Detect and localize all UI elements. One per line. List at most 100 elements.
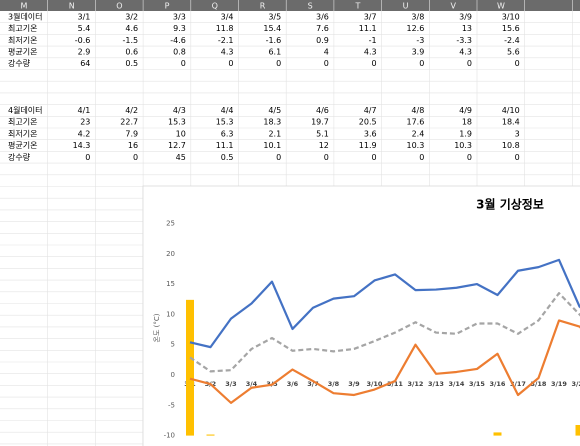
column-header: M (21, 2, 28, 11)
value-cell: -2.1 (218, 36, 234, 45)
column-header: T (354, 2, 360, 11)
date-cell: 4/10 (502, 106, 520, 115)
value-cell: 0.5 (125, 59, 138, 68)
row-label: 평균기온 (8, 140, 37, 150)
y-axis-label: 온도 (°C) (153, 313, 161, 342)
value-cell: 12.6 (406, 24, 424, 33)
column-header: U (403, 2, 409, 11)
column-header: O (116, 2, 122, 11)
value-cell: -3 (416, 36, 424, 45)
bar (186, 299, 194, 436)
value-cell: -1 (369, 36, 377, 45)
y-tick-label: 20 (166, 250, 175, 258)
column-header-bar (0, 0, 580, 11)
value-cell: 15.6 (502, 24, 520, 33)
value-cell: 12.7 (168, 141, 186, 150)
y-tick-label: 10 (166, 310, 175, 318)
date-cell: 4/3 (173, 106, 186, 115)
date-cell: 4/6 (316, 106, 329, 115)
value-cell: -1.6 (266, 36, 282, 45)
date-cell: 4/9 (459, 106, 472, 115)
date-cell: 4/4 (221, 106, 234, 115)
value-cell: -2.4 (504, 36, 520, 45)
value-cell: 0 (467, 153, 472, 162)
date-cell: 3/6 (316, 12, 329, 21)
date-cell: 4/5 (268, 106, 281, 115)
bar (575, 424, 580, 436)
line-series (189, 319, 580, 404)
date-cell: 3/4 (221, 12, 234, 21)
x-tick-label: 3/8 (328, 380, 340, 388)
value-cell: 14.3 (73, 141, 91, 150)
value-cell: 10.1 (263, 141, 281, 150)
value-cell: -1.5 (122, 36, 138, 45)
value-cell: 0 (372, 153, 377, 162)
bar (206, 434, 215, 436)
value-cell: 7.9 (125, 129, 138, 138)
chart-title: 3월 기상정보 (476, 197, 544, 212)
value-cell: 2.9 (78, 47, 91, 56)
date-cell: 3/8 (411, 12, 424, 21)
value-cell: 0.9 (316, 36, 329, 45)
value-cell: 0 (181, 59, 186, 68)
value-cell: 6.1 (268, 47, 281, 56)
x-tick-label: 3/11 (387, 380, 403, 388)
row-label: 강수량 (8, 58, 31, 68)
date-cell: 3/5 (268, 12, 281, 21)
value-cell: -0.6 (75, 36, 91, 45)
column-header: S (308, 2, 313, 11)
value-cell: 5.1 (316, 129, 329, 138)
x-tick-label: 3/18 (531, 380, 547, 388)
value-cell: 0 (515, 153, 520, 162)
value-cell: 15.3 (168, 118, 186, 127)
value-cell: 19.7 (311, 118, 329, 127)
value-cell: 0 (276, 59, 281, 68)
value-cell: 10.3 (406, 141, 424, 150)
value-cell: 0.8 (173, 47, 186, 56)
x-tick-label: 3/7 (307, 380, 318, 388)
value-cell: 11.9 (359, 141, 377, 150)
value-cell: 5.4 (78, 24, 91, 33)
value-cell: 3.9 (412, 47, 425, 56)
value-cell: 7.6 (316, 24, 329, 33)
value-cell: 0.5 (221, 153, 234, 162)
value-cell: 45 (176, 153, 186, 162)
value-cell: -4.6 (170, 36, 186, 45)
x-tick-label: 3/9 (348, 380, 360, 388)
date-cell: 3/1 (78, 12, 91, 21)
value-cell: 0 (324, 59, 329, 68)
value-cell: 3 (515, 129, 520, 138)
block-title: 3월데이터 (8, 11, 43, 21)
block-title: 4월데이터 (8, 105, 43, 115)
value-cell: 0 (133, 153, 138, 162)
value-cell: 10 (176, 129, 186, 138)
value-cell: 18.3 (263, 118, 281, 127)
y-tick-label: 15 (166, 280, 175, 288)
date-cell: 3/9 (459, 12, 472, 21)
value-cell: 11.1 (216, 141, 234, 150)
value-cell: 16 (128, 141, 138, 150)
row-label: 최저기온 (8, 128, 37, 138)
y-tick-label: -5 (168, 401, 175, 409)
value-cell: 5.6 (507, 47, 520, 56)
value-cell: 0 (515, 59, 520, 68)
value-cell: 4.2 (78, 129, 91, 138)
value-cell: 18.4 (502, 118, 520, 127)
value-cell: 0 (372, 59, 377, 68)
value-cell: 0 (324, 153, 329, 162)
value-cell: 13 (462, 24, 472, 33)
row-label: 최고기온 (8, 23, 37, 33)
value-cell: 15.4 (263, 24, 281, 33)
value-cell: 6.3 (221, 129, 234, 138)
date-cell: 3/10 (502, 12, 520, 21)
date-cell: 4/8 (411, 106, 424, 115)
x-tick-label: 3/6 (287, 380, 299, 388)
date-cell: 3/2 (125, 12, 138, 21)
x-tick-label: 3/16 (490, 380, 506, 388)
value-cell: 15.3 (216, 118, 234, 127)
value-cell: 10.8 (502, 141, 520, 150)
column-header: R (260, 2, 266, 11)
x-tick-label: 3/17 (510, 380, 526, 388)
